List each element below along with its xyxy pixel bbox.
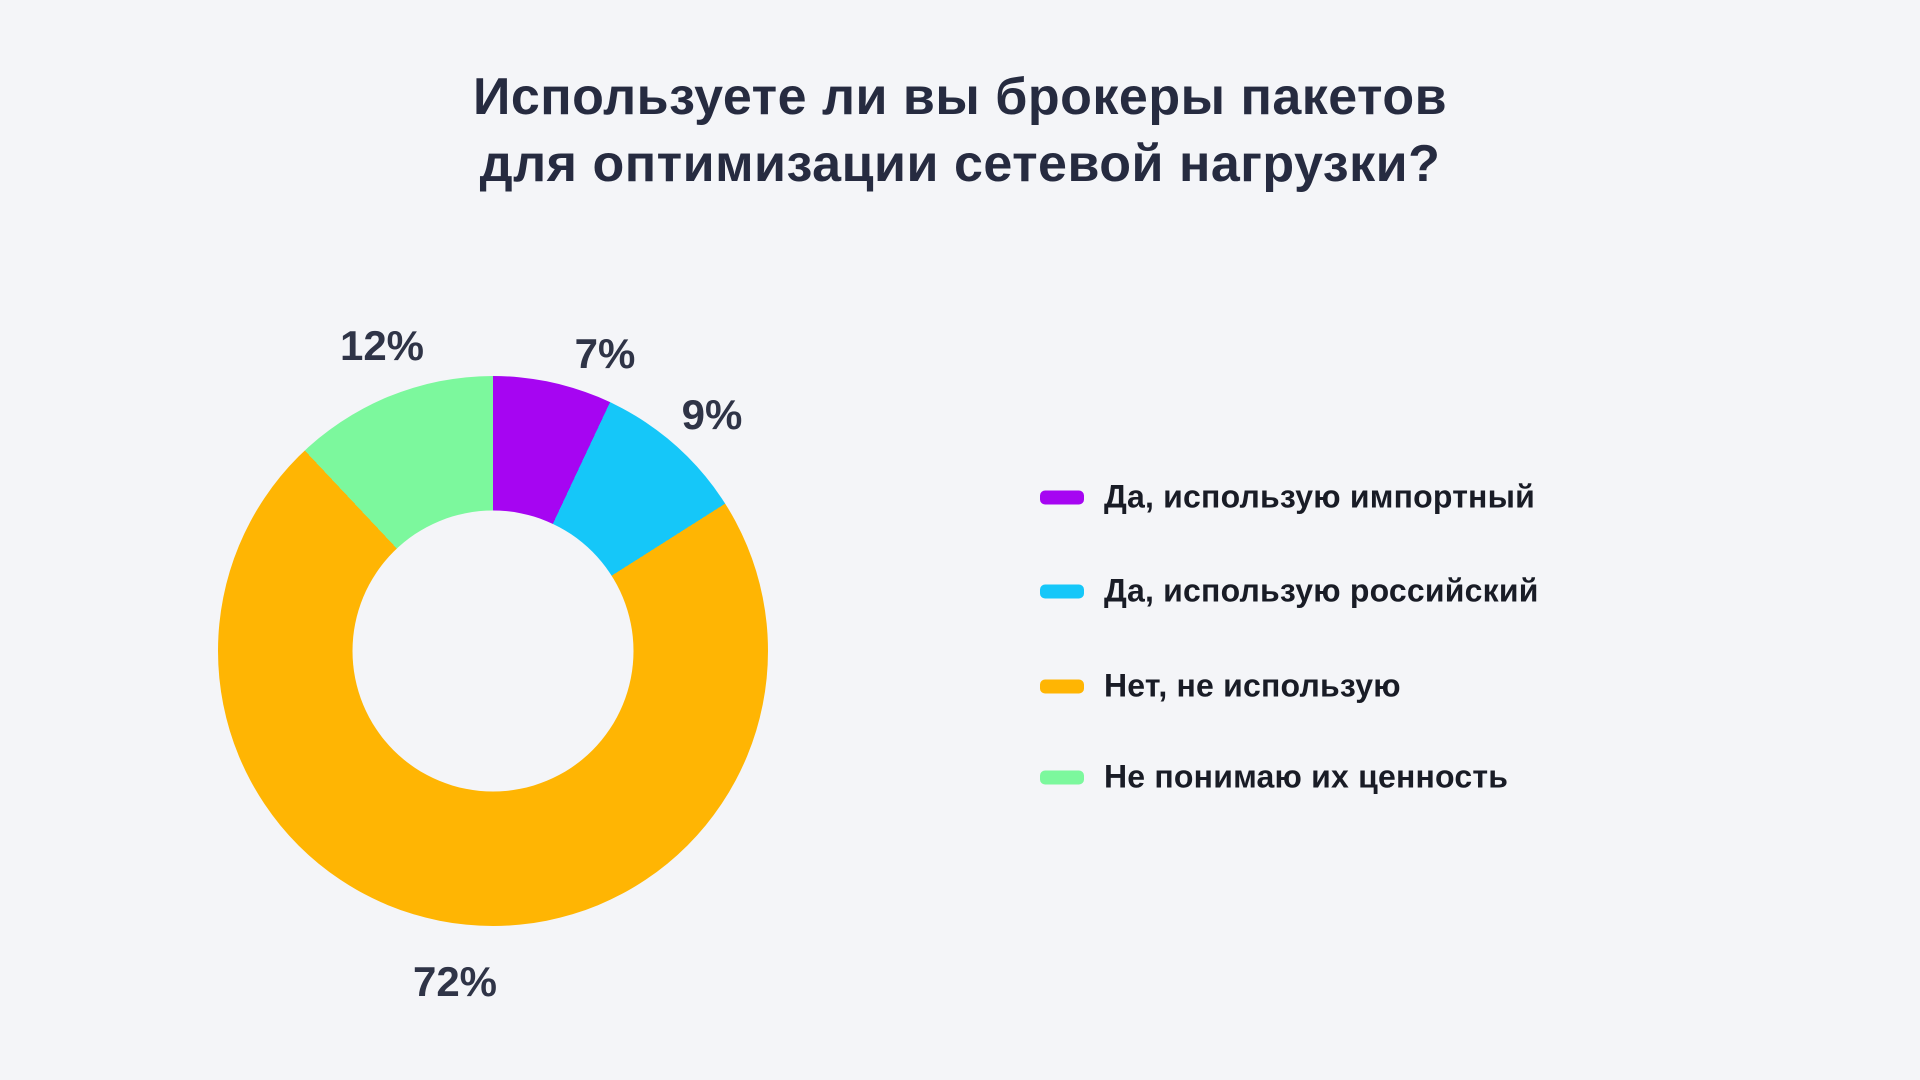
slice-label-imported: 7% (574, 330, 636, 377)
legend-swatch-purple-icon (1040, 490, 1084, 504)
chart-title-line2: для оптимизации сетевой нагрузки? (479, 135, 1441, 193)
legend-swatch-orange-icon (1040, 679, 1084, 693)
legend-item-russian: Да, использую российский (1040, 573, 1539, 610)
legend-item-no-value-seen: Не понимаю их ценность (1040, 759, 1508, 796)
chart-title-line1: Используете ли вы брокеры пакетов (472, 68, 1448, 126)
donut-hole (352, 510, 634, 792)
slice-label-russian: 9% (681, 391, 743, 438)
legend-label-not-using: Нет, не использую (1104, 667, 1401, 704)
legend-swatch-green-icon (1040, 770, 1084, 784)
legend-label-russian: Да, использую российский (1104, 572, 1539, 609)
donut-chart (218, 376, 768, 926)
legend-label-imported: Да, использую импортный (1104, 478, 1535, 515)
legend-label-no-value-seen: Не понимаю их ценность (1104, 758, 1509, 795)
slice-label-no-value-seen: 12% (339, 322, 425, 369)
legend-item-imported: Да, использую импортный (1040, 479, 1535, 516)
legend-swatch-cyan-icon (1040, 584, 1084, 598)
slice-label-not-using: 72% (412, 958, 498, 1005)
legend-item-not-using: Нет, не использую (1040, 668, 1401, 705)
chart-title: Используете ли вы брокеры пакетов для оп… (0, 64, 1920, 198)
